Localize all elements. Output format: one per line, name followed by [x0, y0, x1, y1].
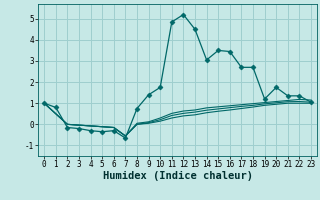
- X-axis label: Humidex (Indice chaleur): Humidex (Indice chaleur): [103, 171, 252, 181]
